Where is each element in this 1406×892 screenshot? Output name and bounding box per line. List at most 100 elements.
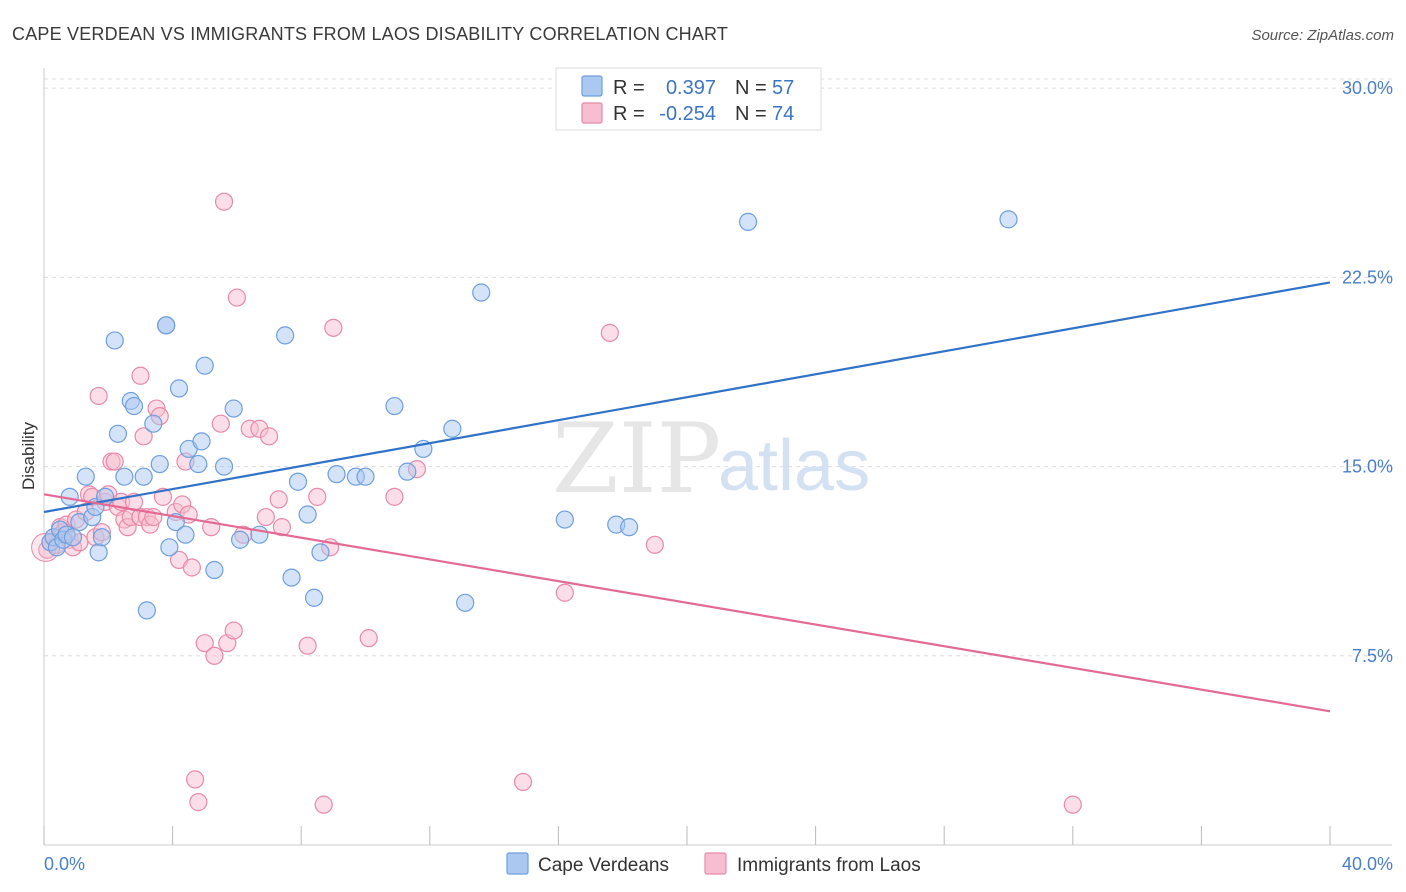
- cape-verdean-point-47: [356, 467, 375, 486]
- legend-r-value-2: -0.254: [659, 103, 716, 125]
- cape-verdean-point-21: [137, 601, 156, 620]
- watermark-zip: ZIP: [552, 403, 721, 515]
- bottom-legend: Cape Verdeans Immigrants from Laos: [506, 852, 921, 876]
- laos-point-20: [105, 452, 124, 471]
- cape-verdean-point-7: [63, 528, 83, 547]
- cape-verdean-point-37: [231, 530, 250, 549]
- cape-verdean-point-51: [443, 419, 462, 438]
- cape-verdean-point-33: [195, 356, 214, 375]
- legend-n-label-1: N =: [735, 77, 767, 99]
- y-tick-label-1: 15.0%: [1342, 457, 1393, 477]
- laos-point-43: [189, 793, 208, 812]
- cape-verdean-point-56: [620, 518, 639, 537]
- laos-point-42: [186, 770, 205, 789]
- laos-point-57: [269, 490, 288, 509]
- cape-verdean-point-52: [456, 593, 475, 612]
- y-tick-label-3: 30.0%: [1342, 78, 1393, 98]
- laos-point-64: [359, 629, 378, 648]
- cape-verdean-point-40: [282, 568, 301, 587]
- legend: R = 0.397 N = 57 R = -0.254 N = 74: [555, 67, 822, 131]
- cape-verdean-point-23: [150, 454, 169, 474]
- bottom-legend-swatch-pink: [704, 852, 727, 875]
- watermark-atlas: atlas: [718, 426, 870, 506]
- cape-verdean-point-34: [205, 560, 224, 580]
- laos-point-61: [314, 795, 333, 814]
- laos-point-55: [256, 507, 275, 527]
- cape-verdean-point-26: [160, 538, 179, 557]
- laos-point-15: [89, 386, 108, 406]
- legend-n-value-2: 74: [772, 103, 794, 125]
- laos-point-41: [182, 558, 201, 577]
- laos-point-29: [134, 427, 153, 446]
- cape-verdean-point-9: [76, 467, 95, 486]
- cape-verdean-point-53: [472, 283, 491, 302]
- cape-verdean-point-16: [108, 424, 128, 443]
- cape-verdean-point-49: [398, 462, 417, 481]
- legend-r-label-2: R =: [613, 103, 645, 125]
- cape-verdean-point-45: [327, 465, 346, 484]
- laos-point-47: [211, 414, 230, 433]
- laos-point-56: [259, 427, 279, 446]
- legend-swatch-blue: [581, 75, 603, 97]
- cape-verdean-point-17: [115, 467, 134, 486]
- laos-point-59: [298, 636, 317, 655]
- cape-verdean-point-58: [999, 210, 1018, 229]
- cape-verdean-point-31: [189, 454, 208, 474]
- laos-point-44: [195, 634, 214, 653]
- laos-point-63: [324, 318, 343, 337]
- cape-verdean-point-35: [214, 457, 234, 476]
- cape-verdean-point-12: [89, 543, 108, 562]
- cape-verdean-point-43: [304, 588, 324, 607]
- cape-verdean-point-20: [134, 467, 153, 486]
- y-tick-labels: 7.5% 15.0% 22.5% 30.0%: [1342, 78, 1393, 666]
- laos-point-67: [513, 772, 533, 792]
- cape-verdean-point-44: [311, 543, 330, 562]
- laos-point-65: [385, 487, 404, 506]
- x-tick-label-max: 40.0%: [1342, 854, 1393, 874]
- laos-point-58: [272, 518, 292, 537]
- y-tick-label-0: 7.5%: [1352, 646, 1393, 666]
- trendline-laos: [43, 493, 1331, 713]
- cape-verdean-point-13: [92, 528, 111, 547]
- legend-swatch-pink: [581, 102, 603, 124]
- laos-point-68: [555, 583, 574, 602]
- cape-verdean-point-22: [144, 414, 163, 433]
- bottom-legend-label-laos: Immigrants from Laos: [737, 855, 921, 876]
- laos-point-48: [214, 192, 234, 211]
- laos-point-71: [1063, 795, 1082, 814]
- cape-verdean-point-29: [176, 525, 195, 544]
- series-cape-verdean-points: [41, 210, 1018, 620]
- legend-r-label-1: R =: [613, 77, 645, 99]
- laos-point-50: [224, 621, 243, 640]
- cape-verdean-point-32: [192, 432, 211, 451]
- laos-point-46: [205, 646, 224, 665]
- y-axis-label: Disability: [19, 421, 38, 490]
- laos-point-28: [131, 366, 150, 385]
- legend-n-value-1: 57: [772, 77, 794, 99]
- cape-verdean-point-25: [157, 316, 176, 335]
- x-axis-ticks: [43, 826, 1331, 845]
- cape-verdean-point-39: [276, 326, 295, 345]
- cape-verdean-point-15: [105, 331, 124, 350]
- bottom-legend-swatch-blue: [506, 852, 529, 875]
- bottom-legend-label-cape-verdeans: Cape Verdeans: [538, 855, 669, 876]
- legend-r-value-1: 0.397: [666, 77, 716, 99]
- chart-source: Source: ZipAtlas.com: [1251, 27, 1394, 44]
- gridlines: [44, 78, 1392, 657]
- cape-verdean-point-42: [298, 505, 317, 524]
- cape-verdean-point-41: [288, 472, 308, 491]
- cape-verdean-point-54: [555, 510, 574, 529]
- x-tick-label-min: 0.0%: [44, 854, 85, 874]
- watermark: ZIP atlas: [552, 403, 870, 515]
- laos-point-69: [600, 323, 619, 342]
- cape-verdean-point-36: [224, 399, 243, 418]
- chart-title: CAPE VERDEAN VS IMMIGRANTS FROM LAOS DIS…: [12, 24, 728, 44]
- y-tick-label-2: 22.5%: [1342, 267, 1393, 287]
- cape-verdean-point-57: [738, 212, 758, 231]
- laos-point-60: [308, 487, 327, 506]
- laos-point-51: [227, 288, 246, 307]
- cape-verdean-point-19: [124, 396, 144, 416]
- laos-point-70: [645, 535, 664, 554]
- cape-verdean-point-28: [169, 379, 189, 398]
